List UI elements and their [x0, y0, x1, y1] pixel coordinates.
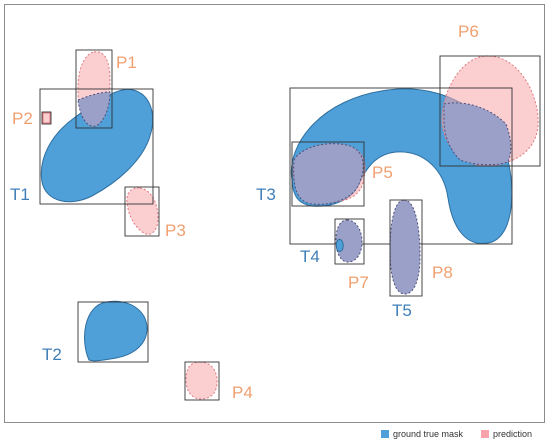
label-t5: T5	[392, 301, 412, 320]
ground-truth-mask-t4	[335, 239, 344, 252]
overlap-t3-p5	[293, 143, 364, 205]
label-p7: P7	[348, 273, 369, 292]
legend: ground true mask prediction	[381, 429, 532, 439]
bbox-t4-p7	[334, 218, 365, 265]
legend-swatch-prediction	[481, 430, 489, 438]
ground-truth-mask-t2	[84, 300, 148, 362]
label-p5: P5	[372, 163, 393, 182]
legend-swatch-ground-truth	[381, 430, 389, 438]
bbox-p1	[75, 49, 113, 129]
label-p6: P6	[458, 22, 479, 41]
overlap-t3-p6	[443, 102, 512, 166]
label-p8: P8	[432, 263, 453, 282]
overlap-t4-p7	[335, 219, 363, 263]
label-t4: T4	[300, 247, 320, 266]
label-t3: T3	[256, 185, 276, 204]
label-t2: T2	[42, 345, 62, 364]
bbox-p2	[41, 111, 52, 125]
overlap-t5-p8	[389, 199, 421, 295]
bbox-t2	[77, 301, 149, 363]
bbox-p4	[184, 361, 220, 401]
label-p4: P4	[232, 383, 253, 402]
ground-truth-mask-t1	[40, 88, 154, 203]
bbox-t5-p8	[389, 199, 423, 297]
bbox-p3	[124, 186, 160, 237]
bbox-p5	[291, 141, 365, 207]
bbox-p6	[439, 55, 541, 167]
label-p2: P2	[12, 109, 33, 128]
prediction-mask-p3	[126, 187, 159, 235]
bbox-t1	[39, 88, 154, 205]
label-t1: T1	[10, 185, 30, 204]
prediction-mask-p2	[42, 112, 51, 124]
overlap-t1-p1	[77, 91, 111, 127]
legend-label-prediction: prediction	[493, 429, 532, 439]
legend-label-ground-truth: ground true mask	[393, 429, 464, 439]
prediction-mask-p4	[185, 361, 218, 400]
label-p1: P1	[116, 53, 137, 72]
label-p3: P3	[165, 221, 186, 240]
